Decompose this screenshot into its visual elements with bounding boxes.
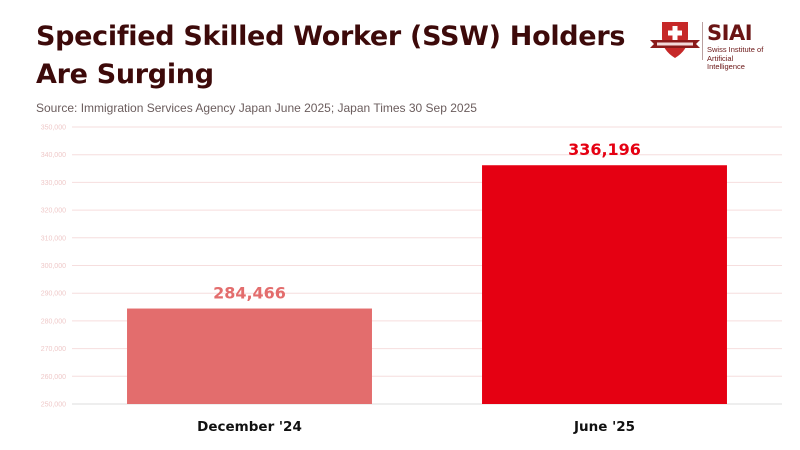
y-tick-label: 310,000 [41,235,66,242]
logo-divider [702,22,703,60]
y-tick-label: 290,000 [41,291,66,298]
logo-subtitle-line1: Swiss Institute of [707,45,764,54]
bar [127,308,372,404]
x-category-label: December '24 [197,419,302,435]
data-label: 284,466 [213,284,286,303]
source-note: Source: Immigration Services Agency Japa… [36,101,477,115]
logo-subtitle-line2: Artificial Intelligence [707,53,745,71]
data-label: 336,196 [568,140,641,159]
shield-emblem-icon [650,22,700,58]
y-tick-label: 250,000 [41,402,66,409]
bar [482,165,727,404]
y-tick-label: 340,000 [41,152,66,159]
y-tick-label: 270,000 [41,346,66,353]
y-tick-label: 300,000 [41,263,66,270]
y-tick-label: 330,000 [41,180,66,187]
chart-title: Specified Skilled Worker (SSW) Holders A… [36,21,626,90]
y-tick-label: 320,000 [41,208,66,215]
y-tick-label: 260,000 [41,374,66,381]
x-category-label: June '25 [573,419,635,435]
y-tick-label: 350,000 [41,125,66,132]
logo-subtitle: Swiss Institute of Artificial Intelligen… [707,45,768,72]
logo-wordmark: SIAI [707,21,753,45]
y-tick-label: 280,000 [41,318,66,325]
siai-logo: SIAI Swiss Institute of Artificial Intel… [648,20,768,71]
